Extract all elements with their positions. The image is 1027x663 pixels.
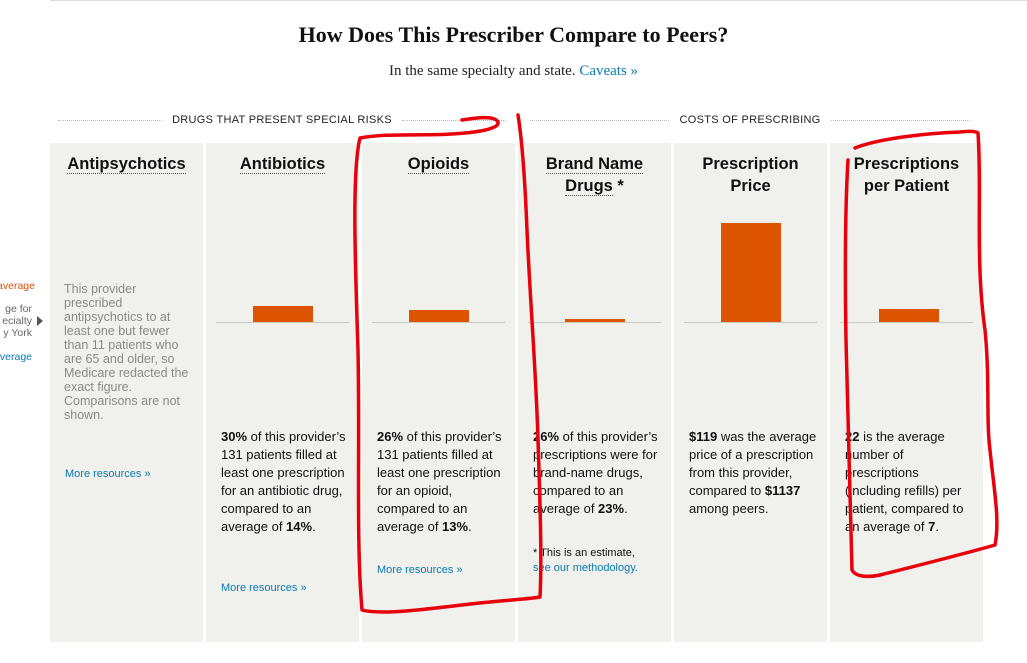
- desc-text-a: is the average number of prescriptions (…: [845, 429, 964, 534]
- legend-peer-line2: ecialty: [2, 315, 32, 327]
- group-risks-text: DRUGS THAT PRESENT SPECIAL RISKS: [172, 114, 392, 126]
- panel-title-text[interactable]: Opioids: [407, 155, 470, 174]
- page-title: How Does This Prescriber Compare to Peer…: [298, 22, 729, 47]
- subtitle-text: In the same specialty and state.: [388, 63, 576, 79]
- panel-antibiotics: Antibiotics 30% of this provider’s 131 p…: [206, 143, 359, 642]
- top-rule: [50, 0, 1027, 1]
- legend-provider-average: average: [0, 280, 35, 292]
- panel-title-line2: per Patient: [863, 177, 950, 195]
- panel-description: 26% of this provider’s 131 patients fill…: [377, 428, 505, 536]
- legend-peer-line3: y York: [3, 327, 32, 339]
- legend-arrow-icon: [37, 316, 43, 326]
- panel-title-text[interactable]: Antipsychotics: [67, 155, 186, 174]
- provider-value: 22: [845, 429, 860, 444]
- desc-text-a: of this provider’s 131 patients filled a…: [377, 429, 502, 534]
- legend-peer-label: ge for ecialty y York: [2, 303, 32, 339]
- panel-brand-name-drugs: Brand Name Drugs * 26% of this provider’…: [518, 143, 671, 642]
- desc-text-b: .: [624, 501, 628, 516]
- chart-baseline: [840, 322, 973, 323]
- panel-title: Brand Name Drugs *: [518, 153, 671, 197]
- chart-baseline: [684, 322, 817, 323]
- peer-value: $1137: [764, 483, 801, 498]
- estimate-note: * This is an estimate, see our methodolog…: [533, 546, 665, 576]
- caveats-link[interactable]: Caveats »: [579, 63, 639, 79]
- panel-description: 30% of this provider’s 131 patients fill…: [221, 428, 349, 536]
- panel-prescription-price: Prescription Price $119 was the average …: [674, 143, 827, 642]
- desc-text-b: .: [468, 519, 472, 534]
- bar-provider: [409, 310, 469, 322]
- panel-title: Opioids: [362, 153, 515, 175]
- legend-peer-average: verage: [0, 351, 32, 363]
- provider-value: $119: [689, 429, 718, 444]
- desc-text-a: of this provider’s prescriptions were fo…: [533, 429, 658, 516]
- desc-text-b: .: [312, 519, 316, 534]
- provider-value: 26%: [533, 429, 560, 444]
- panel-prescriptions-per-patient: Prescriptions per Patient 22 is the aver…: [830, 143, 983, 642]
- panel-description: $119 was the average price of a prescrip…: [689, 428, 817, 518]
- panel-title: Antipsychotics: [50, 153, 203, 175]
- bar-provider: [565, 319, 625, 322]
- more-resources-link[interactable]: More resources »: [221, 582, 307, 594]
- group-costs-rule-left: [530, 119, 670, 121]
- desc-text-b: .: [935, 519, 939, 534]
- chart-baseline: [372, 322, 505, 323]
- group-risks-rule-left: [58, 119, 163, 121]
- desc-text-a: of this provider’s 131 patients filled a…: [221, 429, 346, 534]
- group-costs-text: COSTS OF PRESCRIBING: [679, 114, 821, 126]
- desc-text-b: among peers.: [689, 501, 769, 516]
- note-text: This is an estimate,: [540, 547, 635, 559]
- bar-provider: [721, 223, 781, 322]
- group-costs-rule-right: [830, 119, 971, 121]
- estimate-star: *: [612, 177, 624, 195]
- peer-value: 13%: [442, 519, 469, 534]
- panel-title-line2: Price: [730, 177, 771, 195]
- group-label-risks: DRUGS THAT PRESENT SPECIAL RISKS: [58, 113, 507, 127]
- panel-opioids: Opioids 26% of this provider’s 131 patie…: [362, 143, 515, 642]
- bar-provider: [879, 309, 939, 322]
- methodology-link[interactable]: see our methodology.: [533, 562, 638, 574]
- page-subtitle: In the same specialty and state. Caveats…: [0, 63, 1027, 80]
- panel-description: 26% of this provider’s prescriptions wer…: [533, 428, 661, 518]
- desc-text-a: was the average price of a prescription …: [689, 429, 817, 498]
- more-resources-link[interactable]: More resources »: [65, 468, 151, 480]
- group-risks-rule-right: [401, 119, 507, 121]
- chart-baseline: [216, 322, 349, 323]
- panel-title: Prescription Price: [674, 153, 827, 197]
- panel-title-line2[interactable]: Drugs: [565, 177, 613, 196]
- legend-peer-line1: ge for: [5, 303, 32, 315]
- bar-provider: [253, 306, 313, 322]
- provider-value: 30%: [221, 429, 248, 444]
- more-resources-link[interactable]: More resources »: [377, 564, 463, 576]
- chart-baseline: [528, 322, 661, 323]
- panel-title: Antibiotics: [206, 153, 359, 175]
- panel-description: 22 is the average number of prescription…: [845, 428, 973, 536]
- panel-antipsychotics: Antipsychotics This provider prescribed …: [50, 143, 203, 642]
- peer-value: 23%: [598, 501, 625, 516]
- panel-title-line1[interactable]: Brand Name: [545, 155, 644, 174]
- group-label-costs: COSTS OF PRESCRIBING: [530, 113, 971, 127]
- redacted-note: This provider prescribed antipsychotics …: [64, 282, 189, 422]
- panel-title-line1: Prescription: [702, 155, 799, 173]
- peer-value: 14%: [286, 519, 313, 534]
- provider-value: 26%: [377, 429, 404, 444]
- legend: average ge for ecialty y York verage: [0, 0, 45, 663]
- panel-title-line1: Prescriptions: [853, 155, 960, 173]
- panel-title: Prescriptions per Patient: [830, 153, 983, 197]
- panel-title-text[interactable]: Antibiotics: [239, 155, 326, 174]
